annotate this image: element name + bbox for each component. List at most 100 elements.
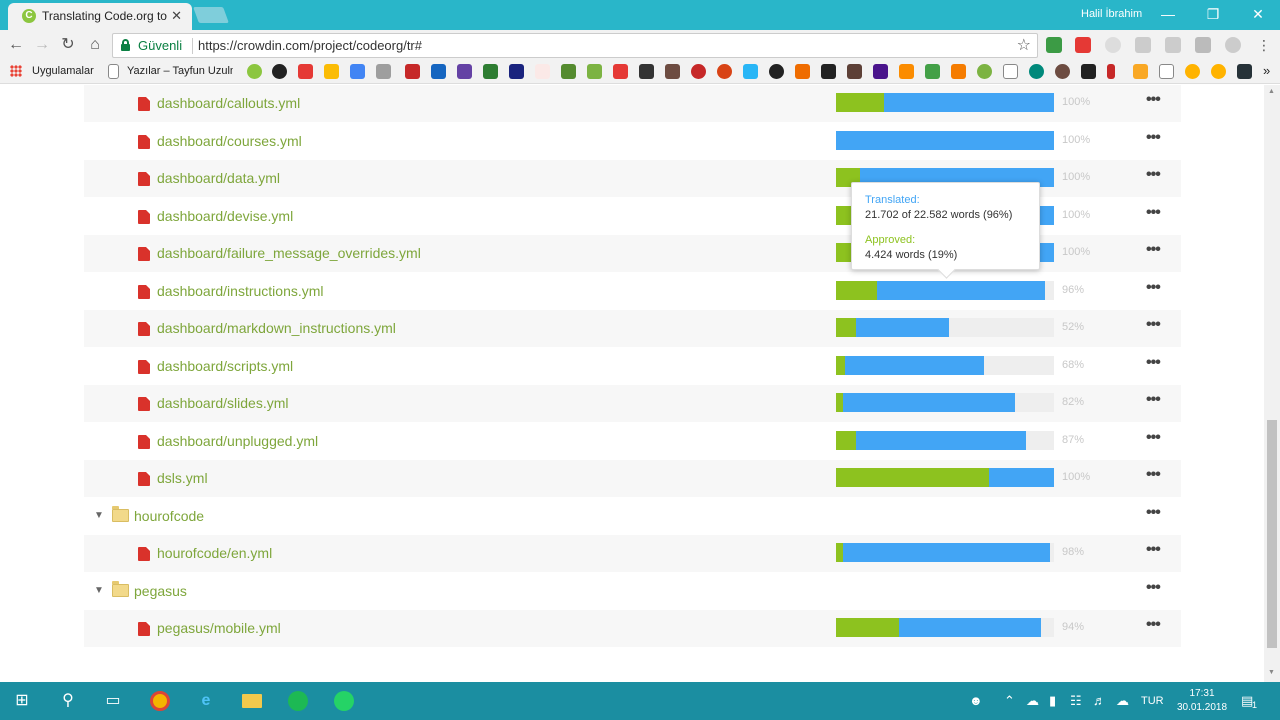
file-row[interactable]: dashboard/instructions.yml 96% ••• xyxy=(84,273,1181,310)
progress-bar[interactable] xyxy=(836,468,1054,487)
file-name-link[interactable]: pegasus/mobile.yml xyxy=(157,620,281,636)
volume-icon[interactable]: ♬ xyxy=(1093,693,1106,708)
clock[interactable]: 17:31 30.01.2018 xyxy=(1170,687,1234,715)
home-icon[interactable]: ⌂ xyxy=(90,36,100,53)
bookmark-teal-icon[interactable] xyxy=(1029,64,1044,79)
forward-icon[interactable]: → xyxy=(34,36,50,53)
chrome-taskbar-icon[interactable] xyxy=(150,691,170,711)
bookmark-doc-icon[interactable] xyxy=(1159,64,1174,79)
progress-bar[interactable] xyxy=(836,393,1054,412)
file-row[interactable]: dashboard/markdown_instructions.yml 52% ••… xyxy=(84,310,1181,347)
restore-icon[interactable]: ❐ xyxy=(1206,6,1220,22)
bookmark-green-icon[interactable] xyxy=(483,64,498,79)
spotify-taskbar-icon[interactable] xyxy=(288,691,308,711)
bookmark-circle-icon[interactable] xyxy=(691,64,706,79)
edge-taskbar-icon[interactable]: e xyxy=(201,692,211,709)
file-name-link[interactable]: dashboard/slides.yml xyxy=(157,395,289,411)
battery-icon[interactable]: ▮ xyxy=(1049,693,1057,708)
bookmark-yazilar[interactable]: Yazılar – Tayfun Uzuln xyxy=(127,65,233,77)
bookmark-c-icon[interactable] xyxy=(1107,64,1115,79)
bookmark-red-icon[interactable] xyxy=(405,64,420,79)
bookmark-paw-icon[interactable] xyxy=(769,64,784,79)
file-name-link[interactable]: dsls.yml xyxy=(157,470,208,486)
search-icon[interactable]: ⚲ xyxy=(62,692,74,709)
folder-row[interactable]: ▼ hourofcode ••• xyxy=(84,498,1181,535)
windows-start-icon[interactable]: ⊞ xyxy=(15,692,29,709)
bookmark-dark-icon[interactable] xyxy=(639,64,654,79)
file-row[interactable]: dashboard/callouts.yml 100% ••• xyxy=(84,85,1181,122)
bookmark-pokeball-icon[interactable] xyxy=(717,64,732,79)
browser-tab[interactable]: C Translating Code.org to T ✕ xyxy=(8,3,192,30)
language-indicator[interactable]: TUR xyxy=(1141,695,1164,707)
bookmark-shield-icon[interactable] xyxy=(899,64,914,79)
bookmark-youtube-icon[interactable] xyxy=(298,64,313,79)
file-name-link[interactable]: dashboard/callouts.yml xyxy=(157,95,301,111)
progress-bar[interactable] xyxy=(836,543,1054,562)
new-tab-button[interactable] xyxy=(193,7,229,23)
folder-collapse-icon[interactable]: ▼ xyxy=(94,584,104,596)
cloud-upload-icon[interactable]: ☁ xyxy=(1116,693,1129,708)
bookmark-translate-icon[interactable] xyxy=(350,64,365,79)
scroll-up-icon[interactable]: ▲ xyxy=(1268,88,1275,95)
page-scrollbar[interactable]: ▲ ▼ xyxy=(1264,85,1280,682)
people-icon[interactable]: ☻ xyxy=(969,693,983,708)
bookmark-yahoo-icon[interactable] xyxy=(873,64,888,79)
bookmark-light-icon[interactable] xyxy=(535,64,550,79)
file-row[interactable]: dashboard/unplugged.yml 87% ••• xyxy=(84,423,1181,460)
disabled-extension-icon[interactable] xyxy=(1105,37,1121,53)
tab-close-icon[interactable]: ✕ xyxy=(171,8,182,23)
address-bar[interactable]: Güvenli https://crowdin.com/project/code… xyxy=(112,33,1038,58)
bookmark-github-icon[interactable] xyxy=(272,64,287,79)
url-text[interactable]: https://crowdin.com/project/codeorg/tr# xyxy=(198,38,422,53)
bookmark-grid-icon[interactable] xyxy=(951,64,966,79)
file-row[interactable]: pegasus/mobile.yml 94% ••• xyxy=(84,610,1181,647)
bookmark-page-icon[interactable] xyxy=(1003,64,1018,79)
more-options-icon[interactable]: ••• xyxy=(1146,578,1161,596)
bookmark-dot-icon[interactable] xyxy=(977,64,992,79)
shield-extension-icon[interactable] xyxy=(1046,37,1062,53)
progress-bar[interactable] xyxy=(836,280,1054,300)
close-window-icon[interactable]: ✕ xyxy=(1252,6,1264,22)
more-options-icon[interactable]: ••• xyxy=(1146,353,1161,371)
progress-bar[interactable] xyxy=(836,355,1054,375)
file-name-link[interactable]: hourofcode/en.yml xyxy=(157,545,273,561)
more-options-icon[interactable]: ••• xyxy=(1146,616,1161,633)
file-explorer-icon[interactable] xyxy=(242,694,262,708)
file-row[interactable]: dsls.yml 100% ••• xyxy=(84,460,1181,497)
file-row[interactable]: dashboard/courses.yml 100% ••• xyxy=(84,123,1181,160)
folder-collapse-icon[interactable]: ▼ xyxy=(94,509,104,521)
bookmark-speaker-icon[interactable] xyxy=(821,64,836,79)
video-extension-icon[interactable] xyxy=(1075,37,1091,53)
drive-extension-icon[interactable] xyxy=(1165,37,1181,53)
more-options-icon[interactable]: ••• xyxy=(1146,203,1161,221)
file-row[interactable]: dashboard/scripts.yml 68% ••• xyxy=(84,348,1181,385)
folder-row[interactable]: ▼ pegasus ••• xyxy=(84,573,1181,610)
file-name-link[interactable]: dashboard/failure_message_overrides.yml xyxy=(157,245,421,261)
reload-icon[interactable]: ↻ xyxy=(61,36,75,53)
scrollbar-thumb[interactable] xyxy=(1267,420,1277,648)
scroll-down-icon[interactable]: ▼ xyxy=(1268,669,1275,676)
progress-bar[interactable] xyxy=(836,618,1054,637)
bookmark-play-icon[interactable] xyxy=(743,64,758,79)
bookmark-photo-icon[interactable] xyxy=(847,64,862,79)
file-name-link[interactable]: dashboard/markdown_instructions.yml xyxy=(157,320,396,336)
more-options-icon[interactable]: ••• xyxy=(1146,541,1161,558)
more-options-icon[interactable]: ••• xyxy=(1146,503,1161,521)
file-row[interactable]: hourofcode/en.yml 98% ••• xyxy=(84,535,1181,572)
bookmark-orange-icon[interactable] xyxy=(795,64,810,79)
gear-extension-icon[interactable] xyxy=(1195,37,1211,53)
action-center-icon[interactable]: ▤ xyxy=(1241,693,1254,708)
bookmark-od-icon[interactable] xyxy=(613,64,628,79)
bookmark-android-icon[interactable] xyxy=(587,64,602,79)
folder-name[interactable]: hourofcode xyxy=(134,507,205,524)
tray-overflow-icon[interactable]: ⌃ xyxy=(1004,693,1015,708)
more-options-icon[interactable]: ••• xyxy=(1146,428,1161,446)
more-options-icon[interactable]: ••• xyxy=(1146,91,1161,108)
progress-bar[interactable] xyxy=(836,130,1054,150)
more-options-icon[interactable]: ••• xyxy=(1146,166,1161,183)
profile-name[interactable]: Halil İbrahim xyxy=(1081,8,1143,20)
onedrive-icon[interactable]: ☁ xyxy=(1026,693,1039,708)
bookmark-gold2-icon[interactable] xyxy=(1211,64,1226,79)
bookmark-gold-icon[interactable] xyxy=(1185,64,1200,79)
file-row[interactable]: dashboard/slides.yml 82% ••• xyxy=(84,385,1181,422)
